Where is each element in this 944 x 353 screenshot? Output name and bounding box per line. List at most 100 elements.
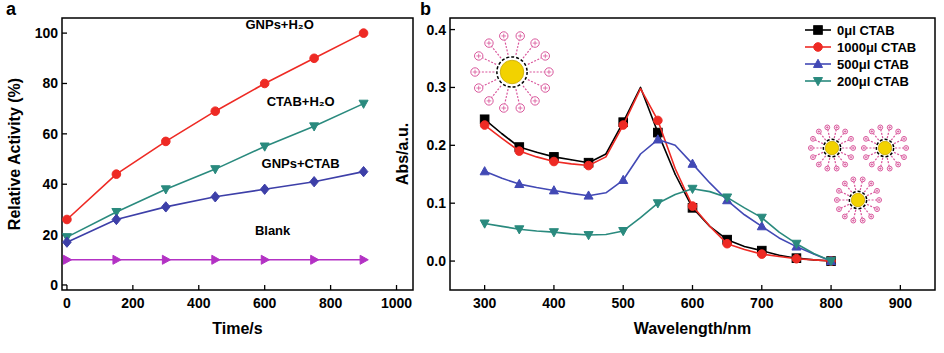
data-point — [360, 255, 368, 264]
series-line — [485, 140, 831, 262]
data-point — [63, 237, 72, 247]
data-point — [571, 233, 572, 234]
micelle-charge — [876, 209, 879, 210]
gold-core — [500, 60, 524, 84]
data-point — [571, 193, 572, 194]
micelle-charge — [836, 126, 837, 129]
micelle-head — [531, 97, 539, 105]
micelle-charge — [844, 183, 847, 184]
x-tick-label: 200 — [121, 295, 145, 311]
data-point — [211, 107, 220, 116]
micelle-head — [811, 136, 816, 141]
micelle-head — [531, 39, 539, 47]
micelle-head — [485, 97, 493, 105]
micelle-ring — [849, 191, 866, 208]
micelle-head — [864, 155, 869, 160]
micelle-tail — [866, 147, 875, 148]
data-point — [550, 157, 559, 166]
data-point — [515, 226, 524, 234]
data-point — [261, 255, 269, 264]
micelle-tail — [492, 86, 501, 98]
data-point — [536, 152, 537, 153]
micelle-charge — [880, 126, 881, 129]
micelle-charge — [818, 131, 821, 132]
micelle-tail — [834, 158, 836, 166]
data-point — [688, 185, 697, 193]
x-tick-label: 300 — [473, 295, 497, 311]
data-point — [827, 257, 836, 266]
micelle-tail — [841, 152, 849, 156]
micelle-charge — [844, 131, 847, 132]
micelle-head — [878, 125, 883, 130]
micelle-ring — [876, 139, 893, 156]
micelle-charge — [871, 182, 872, 185]
micelle-head — [904, 146, 909, 151]
micelle-tail — [881, 130, 883, 138]
data-point — [675, 168, 676, 169]
micelle-charge — [835, 127, 838, 128]
micelle-charge — [877, 190, 878, 193]
micelle-head — [878, 166, 883, 171]
data-point — [260, 143, 269, 151]
micelle-head — [516, 32, 524, 40]
micelle-charge — [903, 157, 906, 158]
data-point — [584, 161, 593, 170]
micelle-tail — [834, 130, 836, 138]
data-point — [709, 191, 710, 192]
micelle-charge — [810, 147, 811, 150]
y-tick — [450, 145, 455, 146]
micelle-tail — [887, 130, 889, 138]
micelle-charge — [838, 209, 841, 210]
micelle-head — [825, 125, 830, 130]
data-point — [536, 187, 537, 188]
micelle-tail — [891, 133, 896, 140]
data-point — [605, 192, 606, 193]
micelle-head — [475, 52, 483, 60]
data-point — [723, 239, 732, 248]
micelle-charge — [853, 147, 854, 150]
micelle-charge — [535, 99, 536, 104]
micelle-charge — [880, 167, 881, 170]
micelle-tail — [528, 58, 542, 65]
micelle-tail — [873, 156, 878, 163]
data-point — [549, 186, 558, 194]
x-tick-label: 400 — [187, 295, 211, 311]
micelle-tail — [894, 152, 902, 156]
micelle-head — [861, 146, 866, 151]
micelle-tail — [820, 133, 825, 140]
micelle-tail — [841, 192, 849, 196]
micelle-illustration — [471, 32, 553, 112]
figure: 02004006008001000020406080100Time/sRelat… — [0, 0, 944, 353]
micelle-charge — [520, 34, 521, 39]
data-point — [640, 88, 641, 89]
data-point — [654, 116, 663, 125]
series-line — [67, 104, 364, 237]
series-label: Blank — [255, 223, 291, 238]
legend-marker — [814, 43, 823, 52]
micelle-head — [877, 198, 882, 203]
data-point — [675, 194, 676, 195]
micelle-charge — [852, 148, 855, 149]
series-label: GNPs+CTAB — [262, 156, 340, 171]
micelle-charge — [838, 190, 839, 193]
micelle-charge — [852, 179, 855, 180]
x-tick-label: 900 — [889, 295, 913, 311]
micelle-charge — [826, 127, 829, 128]
y-tick-label: 20 — [42, 227, 58, 243]
y-tick-label: 40 — [42, 176, 58, 192]
data-point — [359, 100, 368, 108]
data-point — [211, 166, 220, 174]
x-tick — [830, 285, 831, 290]
micelle-head — [500, 104, 508, 112]
series-line — [485, 189, 831, 261]
data-point — [571, 159, 572, 160]
micelle-head — [842, 214, 847, 219]
micelle-tail — [867, 204, 875, 208]
data-point — [619, 228, 628, 236]
micelle-tail — [894, 140, 902, 144]
data-point — [709, 226, 710, 227]
panel-letter: b — [420, 0, 431, 19]
data-point — [779, 256, 780, 257]
micelle-charge — [877, 208, 878, 211]
data-point — [619, 121, 628, 130]
